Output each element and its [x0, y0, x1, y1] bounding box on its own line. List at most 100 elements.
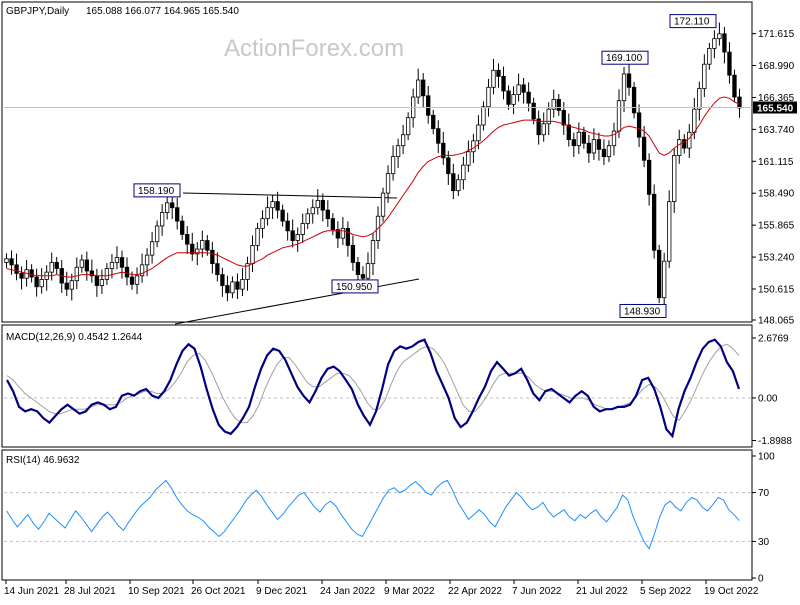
candle-body [220, 274, 225, 286]
candle-body [79, 259, 84, 268]
x-tick-label: 7 Jun 2022 [512, 586, 562, 597]
current-price-marker: 165.540 [4, 101, 797, 114]
price-y-tick-label: 158.490 [758, 189, 795, 200]
rsi-y-tick-label: 100 [758, 452, 775, 463]
candle-body [491, 69, 496, 88]
x-tick-label: 22 Apr 2022 [448, 586, 502, 597]
macd-signal-line [6, 343, 740, 424]
price-symbol-label: GBPJPY,Daily [6, 6, 69, 17]
candle-body [255, 227, 260, 246]
candle-body [260, 218, 265, 229]
candle-body [667, 201, 672, 262]
candle-body [74, 266, 79, 282]
candle-body [646, 159, 652, 195]
candle-body [536, 118, 541, 136]
candle-body [149, 241, 155, 256]
annotation-label: 148.930 [624, 306, 661, 317]
candle-body [165, 202, 170, 213]
candle-body [89, 270, 95, 277]
resistance-trendline [182, 192, 398, 199]
candle-body [270, 201, 275, 209]
candle-body [29, 269, 34, 278]
x-tick-label: 24 Jan 2022 [320, 586, 375, 597]
ma-line [6, 96, 740, 278]
price-y-tick-label: 148.065 [758, 316, 795, 327]
candle-body [395, 145, 401, 158]
price-axis: 171.615 168.990 166.365 163.740 161.115 158.4… [752, 29, 795, 327]
candle-body [330, 218, 335, 230]
candle-body [662, 260, 667, 299]
candle-body [275, 201, 280, 211]
candle-body [737, 96, 742, 109]
candle-body [421, 79, 426, 97]
candle-body [144, 254, 150, 266]
price-y-tick-label: 161.115 [758, 157, 794, 168]
price-y-tick-label: 163.740 [758, 125, 795, 136]
candle-body [631, 86, 637, 114]
price-y-tick-label: 155.865 [758, 221, 795, 232]
rsi-panel: 100 70 30 0 [4, 452, 775, 585]
candle-body [345, 227, 351, 246]
candle-body [64, 282, 69, 290]
candle-body [300, 223, 305, 235]
candle-body [109, 262, 115, 269]
macd-title: MACD(12,26,9) 0.4542 1.2644 [6, 332, 143, 343]
candle-body [385, 173, 391, 194]
candle-body [225, 285, 230, 294]
candle-body [702, 63, 707, 89]
price-panel-frame [1, 1, 753, 323]
candle-body [621, 73, 627, 102]
candle-body [34, 276, 39, 288]
price-annotations: 158.190 150.950 169.100 148.930 172.110 [133, 14, 717, 318]
moving-average [6, 96, 740, 278]
candle-body [114, 257, 120, 263]
candle-body [170, 202, 175, 209]
candle-body [250, 244, 255, 265]
candle-body [340, 227, 346, 239]
candle-body [551, 99, 556, 110]
candle-body [591, 139, 597, 154]
current-price-label: 165.540 [757, 103, 794, 114]
candle-body [466, 151, 471, 166]
candle-body [69, 280, 74, 290]
candle-body [280, 209, 285, 222]
annotation-label: 150.950 [336, 282, 373, 293]
price-ohlc-label: 165.088 166.077 164.965 165.540 [86, 6, 239, 17]
price-y-tick-label: 153.240 [758, 253, 795, 264]
candle-body [175, 207, 180, 222]
candle-body [601, 148, 607, 158]
candle-body [687, 131, 692, 149]
candle-body [94, 275, 100, 286]
candle-body [139, 264, 145, 277]
candle-body [476, 124, 481, 142]
price-y-tick-label: 150.615 [758, 284, 795, 295]
candle-body [9, 258, 14, 266]
candle-body [571, 139, 576, 147]
candle-body [355, 262, 361, 275]
candle-body [506, 90, 511, 105]
candle-body [471, 140, 476, 153]
candle-body [436, 128, 441, 144]
candle-body [511, 94, 516, 105]
candle-body [154, 225, 160, 243]
candle-body [245, 263, 250, 280]
price-y-tick-label: 166.365 [758, 93, 795, 104]
candle-body [310, 207, 315, 215]
candle-body [210, 249, 215, 265]
rsi-y-tick-label: 70 [758, 488, 770, 499]
candle-body [390, 156, 396, 175]
candle-body [496, 69, 501, 77]
candle-body [185, 234, 190, 245]
candle-body [195, 248, 200, 255]
x-tick-label: 14 Jun 2021 [4, 586, 59, 597]
candle-body [39, 279, 44, 288]
x-tick-label: 26 Oct 2021 [191, 586, 246, 597]
candle-body [521, 84, 526, 93]
candle-body [360, 274, 366, 279]
candle-body [446, 157, 451, 175]
rsi-panel-frame [1, 449, 753, 581]
candle-body [636, 112, 642, 138]
candle-body [526, 91, 531, 104]
